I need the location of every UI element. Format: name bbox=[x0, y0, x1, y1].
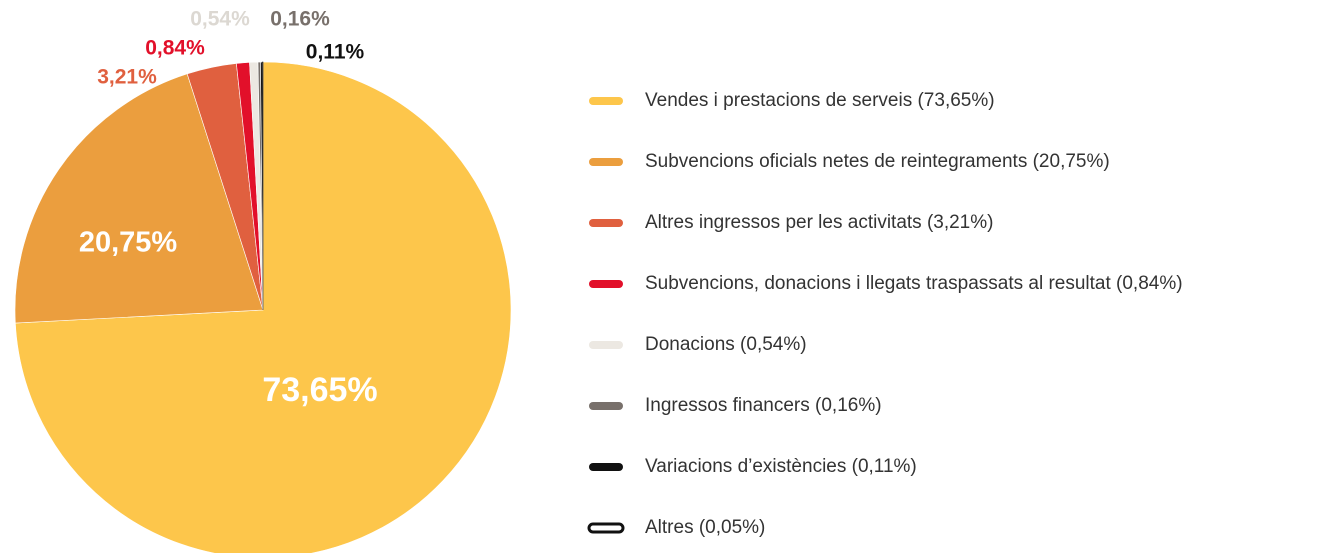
pie-slice bbox=[261, 61, 264, 311]
pie-label: 20,75% bbox=[79, 227, 178, 259]
legend-text: Vendes i prestacions de serveis (73,65%) bbox=[645, 90, 995, 111]
legend-swatch bbox=[589, 219, 623, 227]
legend-swatch bbox=[589, 402, 623, 410]
legend-text: Altres (0,05%) bbox=[645, 517, 765, 538]
legend-swatch bbox=[589, 97, 623, 105]
pie-label: 0,16% bbox=[270, 8, 330, 31]
pie-label: 0,84% bbox=[145, 37, 205, 60]
pie-label: 3,21% bbox=[97, 66, 157, 89]
pie-label: 0,54% bbox=[190, 8, 250, 31]
legend-text: Variacions d’existències (0,11%) bbox=[645, 456, 917, 477]
legend-text: Donacions (0,54%) bbox=[645, 334, 807, 355]
legend-swatch bbox=[589, 158, 623, 166]
pie-label: 0,11% bbox=[306, 41, 365, 64]
legend-swatch bbox=[589, 341, 623, 349]
legend-swatch bbox=[587, 522, 625, 534]
legend-swatch bbox=[589, 463, 623, 471]
pie-label: 73,65% bbox=[262, 371, 377, 409]
legend-text: Ingressos financers (0,16%) bbox=[645, 395, 882, 416]
legend-swatch bbox=[589, 280, 623, 288]
legend-text: Subvencions oficials netes de reintegram… bbox=[645, 151, 1110, 172]
pie-slice bbox=[14, 73, 264, 324]
legend-text: Subvencions, donacions i llegats traspas… bbox=[645, 273, 1183, 294]
legend-text: Altres ingressos per les activitats (3,2… bbox=[645, 212, 993, 233]
